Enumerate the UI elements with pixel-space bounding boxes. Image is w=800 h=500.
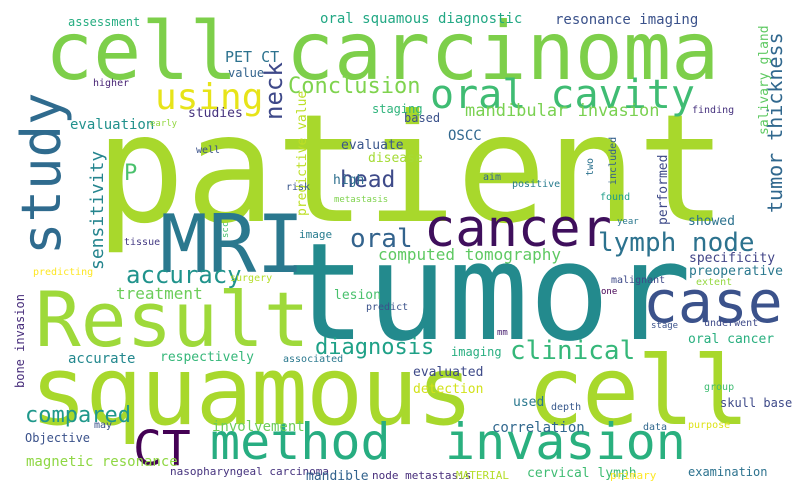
word-tissue: tissue [124, 237, 161, 248]
word-studies: studies [188, 106, 243, 121]
word-involvement: involvement [212, 419, 305, 435]
word-material: MATERIAL [456, 469, 509, 482]
word-clinical: clinical [510, 336, 636, 366]
word-examination: examination [688, 465, 768, 479]
word-primary: primary [610, 469, 657, 482]
word-magnetic-resonance: magnetic resonance [26, 454, 178, 470]
word-cancer: cancer [424, 199, 612, 259]
word-nasopharyngeal-carcinoma: nasopharyngeal carcinoma [170, 465, 329, 478]
word-ct: CT [133, 421, 191, 477]
word-compared: compared [25, 403, 131, 428]
word-group: group [704, 382, 735, 393]
word-correlation: correlation [492, 420, 585, 436]
word-surgery: surgery [230, 273, 273, 284]
word-showed: showed [688, 214, 735, 229]
word-lesion: lesion [334, 288, 381, 303]
word-image: image [299, 228, 333, 241]
word-imaging: imaging [451, 345, 502, 359]
word-salivary-gland: salivary gland [757, 25, 772, 135]
word-mandible: mandible [306, 469, 369, 484]
word-evaluated: evaluated [413, 365, 484, 380]
word-based: based [404, 111, 441, 125]
word-evaluate: evaluate [341, 138, 404, 153]
word-mandibular-invasion: mandibular invasion [465, 101, 660, 121]
word-respectively: respectively [160, 350, 254, 365]
word-accuracy: accuracy [126, 261, 242, 289]
word-cervical-lymph: cervical lymph [527, 466, 637, 481]
word-oral: oral [350, 224, 413, 254]
word-diagnosis: diagnosis [315, 335, 435, 360]
word-higher: higher [93, 78, 130, 89]
word-p: P [124, 161, 138, 186]
word-associated: associated [283, 354, 344, 365]
word-cell-carcinoma: cell carcinoma [45, 5, 720, 98]
word-oral-squamous-diagnostic: oral squamous diagnostic [320, 11, 523, 27]
word-treatment: treatment [116, 284, 203, 303]
word-computed-tomography: computed tomography [378, 245, 562, 264]
word-risk: risk [286, 182, 311, 193]
word-conclusion: Conclusion [288, 74, 421, 99]
word-year: year [617, 217, 639, 227]
word-patient: patient [95, 83, 728, 257]
word-resonance-imaging: resonance imaging [555, 12, 699, 28]
word-one: one [601, 287, 618, 297]
word-may: may [94, 420, 113, 431]
word-oral-cancer: oral cancer [688, 332, 775, 347]
word-pet-ct: PET CT [225, 48, 280, 66]
word-predicting: predicting [33, 267, 94, 278]
word-tumor: tumor [285, 214, 692, 371]
word-accurate: accurate [68, 351, 136, 367]
word-predict: predict [366, 302, 409, 313]
word-detection: detection [413, 382, 484, 397]
word-using: using [155, 77, 264, 118]
word-case: case [643, 268, 783, 336]
word-neck: neck [260, 62, 288, 120]
word-predictive-value: predictive value [295, 90, 310, 216]
word-performed: performed [656, 154, 671, 225]
word-aim: aim [483, 172, 502, 183]
word-used: used [513, 395, 545, 410]
word-squamous-cell: squamous cell [30, 337, 750, 447]
word-depth: depth [551, 402, 582, 413]
word-malignant: malignant [611, 275, 666, 286]
word-extent: extent [696, 277, 733, 288]
word-preoperative: preoperative [689, 264, 783, 279]
word-finding: finding [692, 105, 735, 116]
word-oscc: OSCC [448, 128, 482, 144]
word-evaluation: evaluation [70, 117, 155, 133]
word-study: study [10, 92, 73, 255]
word-staging: staging [372, 102, 423, 116]
word-stage: stage [651, 321, 679, 331]
word-oral-cavity: oral cavity [430, 72, 695, 118]
word-scc: scc [221, 221, 231, 238]
word-specificity: specificity [689, 251, 776, 266]
word-early: early [150, 119, 178, 129]
word-disease: disease [368, 151, 423, 166]
word-result: Result [35, 275, 310, 364]
word-positive: positive [512, 179, 561, 190]
word-included: included [608, 136, 619, 185]
word-underwent: underwent [704, 318, 759, 329]
word-value: value [228, 66, 265, 80]
word-objective: Objective [25, 431, 91, 445]
word-sensitivity: sensitivity [87, 150, 108, 270]
word-mm: mm [497, 328, 508, 338]
word-lymph-node: lymph node [598, 228, 755, 258]
word-skull-base: skull base [720, 396, 793, 410]
word-high: high [333, 173, 365, 188]
word-well: well [196, 145, 221, 156]
word-metastasis: metastasis [334, 195, 389, 205]
word-two: two [585, 157, 596, 176]
word-invasion: invasion [445, 413, 686, 471]
word-mri: MRI [160, 198, 305, 291]
word-purpose: purpose [688, 420, 731, 431]
word-bone-invasion: bone invasion [13, 294, 27, 388]
word-assessment: assessment [68, 15, 141, 29]
word-found: found [600, 192, 631, 203]
word-method: method [210, 413, 391, 471]
word-head: head [340, 167, 396, 193]
word-data: data [643, 422, 668, 433]
word-node-metastasis: node metastasis [372, 469, 472, 482]
